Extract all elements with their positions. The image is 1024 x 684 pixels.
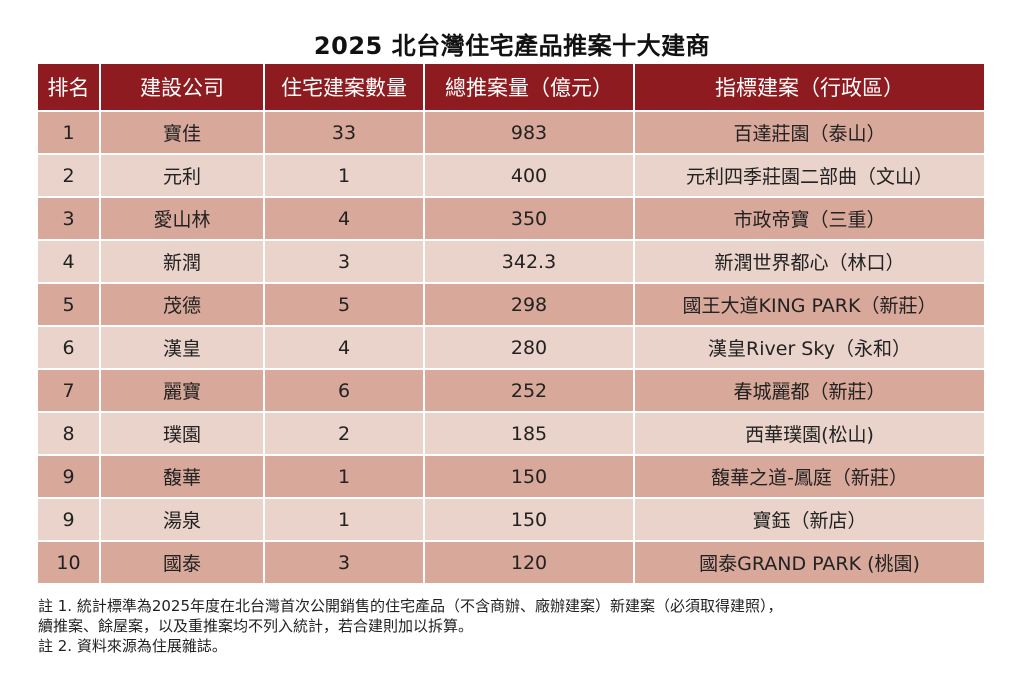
project-count-cell: 4 — [264, 196, 425, 240]
rank-cell: 1 — [38, 110, 101, 154]
table-row: 10 國泰 3 120 國泰GRAND PARK (桃園) — [38, 540, 984, 583]
total-volume-cell: 342.3 — [424, 239, 635, 283]
page-title: 2025 北台灣住宅產品推案十大建商 — [313, 32, 711, 60]
rank-cell: 10 — [38, 540, 101, 583]
company-cell: 湯泉 — [100, 497, 265, 541]
flagship-project-cell: 新潤世界都心（林口） — [634, 239, 984, 283]
table-row: 9 湯泉 1 150 寶鈺（新店） — [38, 497, 984, 541]
company-cell: 寶佳 — [100, 110, 265, 154]
company-cell: 馥華 — [100, 454, 265, 498]
project-count-cell: 1 — [264, 454, 425, 498]
flagship-project-cell: 市政帝寶（三重） — [634, 196, 984, 240]
rank-cell: 9 — [38, 497, 101, 541]
rank-cell: 2 — [38, 153, 101, 197]
flagship-project-cell: 漢皇River Sky（永和） — [634, 325, 984, 369]
footnotes: 註 1. 統計標準為2025年度在北台灣首次公開銷售的住宅產品（不含商辦、廠辦建… — [38, 596, 998, 656]
table-row: 5 茂德 5 298 國王大道KING PARK（新莊） — [38, 282, 984, 326]
project-count-cell: 1 — [264, 153, 425, 197]
table-row: 1 寶佳 33 983 百達莊園（泰山） — [38, 110, 984, 154]
flagship-project-cell: 百達莊園（泰山） — [634, 110, 984, 154]
rank-cell: 9 — [38, 454, 101, 498]
footnote-line: 續推案、餘屋案，以及重推案均不列入統計，若合建則加以拆算。 — [38, 617, 474, 635]
flagship-project-cell: 西華璞園(松山) — [634, 411, 984, 455]
table-row: 7 麗寶 6 252 春城麗都（新莊） — [38, 368, 984, 412]
total-volume-cell: 185 — [424, 411, 635, 455]
project-count-cell: 6 — [264, 368, 425, 412]
project-count-cell: 33 — [264, 110, 425, 154]
company-cell: 愛山林 — [100, 196, 265, 240]
project-count-cell: 5 — [264, 282, 425, 326]
table-row: 8 璞園 2 185 西華璞園(松山) — [38, 411, 984, 455]
rank-cell: 5 — [38, 282, 101, 326]
header-flagship-project: 指標建案（行政區） — [634, 64, 984, 111]
flagship-project-cell: 春城麗都（新莊） — [634, 368, 984, 412]
project-count-cell: 4 — [264, 325, 425, 369]
company-cell: 元利 — [100, 153, 265, 197]
total-volume-cell: 150 — [424, 454, 635, 498]
company-cell: 麗寶 — [100, 368, 265, 412]
header-company: 建設公司 — [100, 64, 265, 111]
total-volume-cell: 983 — [424, 110, 635, 154]
rank-cell: 8 — [38, 411, 101, 455]
rank-cell: 3 — [38, 196, 101, 240]
total-volume-cell: 350 — [424, 196, 635, 240]
table-row: 4 新潤 3 342.3 新潤世界都心（林口） — [38, 239, 984, 283]
footnote-line: 註 2. 資料來源為住展雜誌。 — [38, 637, 227, 655]
table-row: 6 漢皇 4 280 漢皇River Sky（永和） — [38, 325, 984, 369]
flagship-project-cell: 國泰GRAND PARK (桃園) — [634, 540, 984, 583]
total-volume-cell: 298 — [424, 282, 635, 326]
project-count-cell: 1 — [264, 497, 425, 541]
flagship-project-cell: 元利四季莊園二部曲（文山） — [634, 153, 984, 197]
total-volume-cell: 252 — [424, 368, 635, 412]
company-cell: 璞園 — [100, 411, 265, 455]
total-volume-cell: 280 — [424, 325, 635, 369]
total-volume-cell: 120 — [424, 540, 635, 583]
company-cell: 國泰 — [100, 540, 265, 583]
project-count-cell: 2 — [264, 411, 425, 455]
rank-cell: 7 — [38, 368, 101, 412]
company-cell: 新潤 — [100, 239, 265, 283]
flagship-project-cell: 國王大道KING PARK（新莊） — [634, 282, 984, 326]
header-project-count: 住宅建案數量 — [264, 64, 425, 111]
rank-cell: 4 — [38, 239, 101, 283]
company-cell: 漢皇 — [100, 325, 265, 369]
flagship-project-cell: 馥華之道-鳳庭（新莊） — [634, 454, 984, 498]
flagship-project-cell: 寶鈺（新店） — [634, 497, 984, 541]
table-row: 2 元利 1 400 元利四季莊園二部曲（文山） — [38, 153, 984, 197]
total-volume-cell: 400 — [424, 153, 635, 197]
header-rank: 排名 — [38, 64, 101, 111]
rank-cell: 6 — [38, 325, 101, 369]
project-count-cell: 3 — [264, 239, 425, 283]
table-row: 3 愛山林 4 350 市政帝寶（三重） — [38, 196, 984, 240]
project-count-cell: 3 — [264, 540, 425, 583]
company-cell: 茂德 — [100, 282, 265, 326]
table-header-row: 排名 建設公司 住宅建案數量 總推案量（億元） 指標建案（行政區） — [38, 64, 984, 111]
footnote-line: 註 1. 統計標準為2025年度在北台灣首次公開銷售的住宅產品（不含商辦、廠辦建… — [38, 597, 783, 615]
table-row: 9 馥華 1 150 馥華之道-鳳庭（新莊） — [38, 454, 984, 498]
builders-table: 排名 建設公司 住宅建案數量 總推案量（億元） 指標建案（行政區） 1 寶佳 33 9… — [38, 64, 984, 583]
total-volume-cell: 150 — [424, 497, 635, 541]
header-total-volume: 總推案量（億元） — [424, 64, 635, 111]
